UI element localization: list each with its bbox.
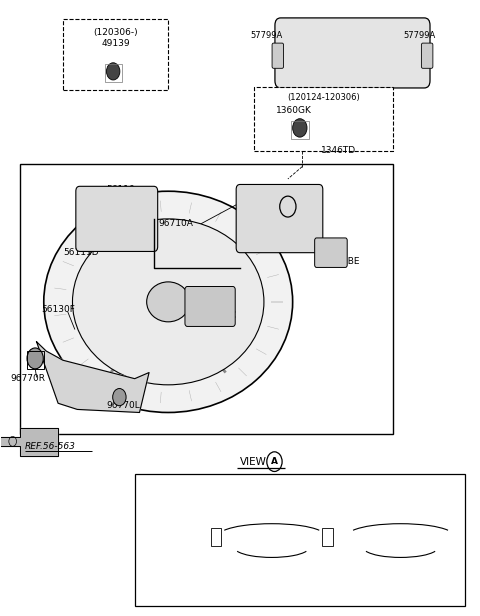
Text: ILLUST: ILLUST: [142, 535, 174, 545]
FancyBboxPatch shape: [421, 43, 433, 68]
Text: 1346TD: 1346TD: [322, 145, 357, 155]
Bar: [63, 19, 168, 90]
Text: 96770L: 96770L: [106, 400, 140, 410]
Bar: [254, 87, 393, 152]
Ellipse shape: [72, 219, 264, 385]
Text: 96770R: 96770R: [10, 374, 45, 383]
Text: 96710A: 96710A: [158, 219, 193, 228]
FancyBboxPatch shape: [76, 186, 157, 251]
FancyBboxPatch shape: [272, 43, 284, 68]
FancyBboxPatch shape: [315, 238, 347, 267]
Text: REF.56-563: REF.56-563: [24, 442, 75, 451]
Text: 96720-2M000: 96720-2M000: [240, 580, 303, 588]
Text: VIEW: VIEW: [240, 456, 267, 467]
Text: 96710A: 96710A: [253, 491, 290, 501]
Bar: [105, 64, 122, 83]
Text: 56110: 56110: [106, 185, 135, 194]
Text: 57799A: 57799A: [250, 31, 282, 40]
Circle shape: [107, 63, 120, 80]
Polygon shape: [0, 428, 58, 455]
Bar: [291, 121, 309, 139]
Circle shape: [113, 389, 126, 406]
Text: 56991C: 56991C: [202, 311, 237, 320]
Text: PNC: PNC: [161, 491, 181, 501]
Text: 56151-2M500: 56151-2M500: [369, 580, 432, 588]
Text: A: A: [285, 202, 291, 211]
Bar: [135, 474, 465, 606]
Ellipse shape: [44, 191, 293, 413]
Bar: [20, 164, 393, 434]
Text: P/NO: P/NO: [159, 579, 183, 589]
Text: 49139: 49139: [101, 39, 130, 48]
Ellipse shape: [147, 282, 190, 322]
FancyBboxPatch shape: [236, 184, 323, 253]
Text: (120306-): (120306-): [93, 28, 138, 37]
FancyBboxPatch shape: [185, 286, 235, 326]
Polygon shape: [36, 342, 149, 413]
Text: 56111D: 56111D: [63, 248, 98, 257]
Text: 57799A: 57799A: [403, 31, 436, 40]
Bar: [211, 529, 221, 546]
Bar: [27, 351, 44, 370]
Circle shape: [27, 348, 43, 369]
Bar: [322, 529, 333, 546]
Text: 56900: 56900: [331, 18, 360, 26]
Text: 1243BE: 1243BE: [326, 257, 360, 266]
Text: 56130F: 56130F: [41, 305, 75, 314]
Text: 1360GK: 1360GK: [276, 105, 312, 115]
Text: 56151: 56151: [385, 491, 416, 501]
Circle shape: [293, 119, 307, 137]
Text: (120124-120306): (120124-120306): [288, 93, 360, 102]
FancyBboxPatch shape: [275, 18, 430, 88]
Text: A: A: [271, 457, 278, 466]
